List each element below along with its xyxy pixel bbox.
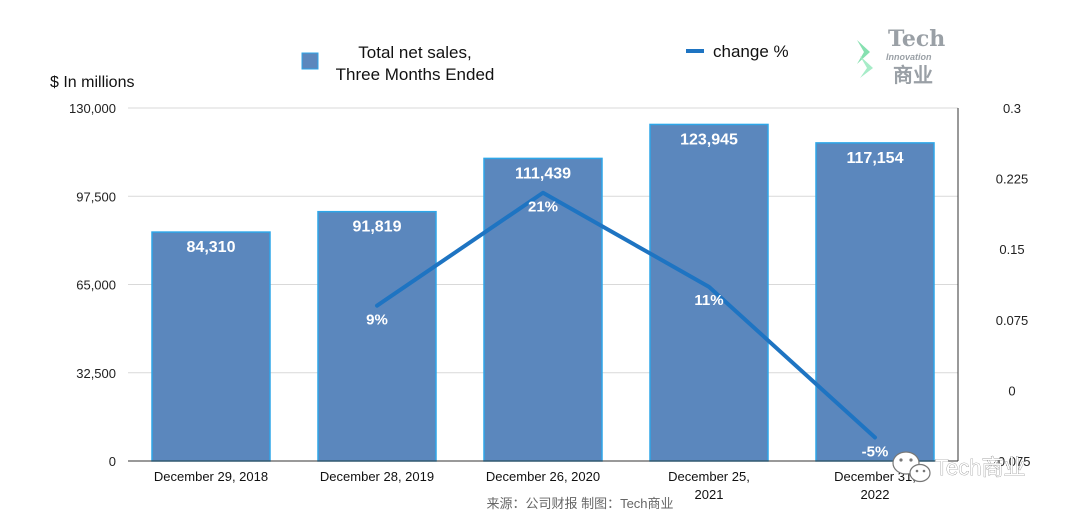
logo-text-innovation: Innovation <box>886 52 932 62</box>
category-labels: December 29, 2018 December 28, 2019 Decemb… <box>154 469 916 502</box>
category-label: December 25, <box>668 469 750 484</box>
right-tick-label: -0.075 <box>994 454 1031 469</box>
watermark-text: Tech商业 <box>935 455 1025 480</box>
logo-arrow-icon <box>857 40 870 64</box>
bar <box>151 231 271 462</box>
category-label: December 26, 2020 <box>486 469 600 484</box>
category-label: December 29, 2018 <box>154 469 268 484</box>
right-tick-label: 0.15 <box>999 242 1024 257</box>
y-axis-title: $ In millions <box>50 74 134 91</box>
change-line <box>375 190 877 440</box>
legend-line-label: change % <box>713 42 789 61</box>
category-label: 2022 <box>861 487 890 502</box>
line-value-label: 11% <box>694 292 723 309</box>
legend-bar-label-line1: Total net sales, <box>358 43 471 62</box>
wechat-icon <box>892 451 931 483</box>
bar <box>317 210 437 462</box>
line-value-label: -5% <box>862 443 889 460</box>
right-axis-ticks: -0.075 0 0.075 0.15 0.225 0.3 <box>994 101 1031 469</box>
line-value-labels: 9% 21% 11% -5% <box>366 199 888 461</box>
bar-value-label: 91,819 <box>353 219 402 236</box>
category-label: 2021 <box>695 487 724 502</box>
line-value-label: 9% <box>366 312 388 329</box>
right-tick-label: 0.075 <box>996 313 1029 328</box>
left-tick-label: 0 <box>109 454 116 469</box>
logo-text-cn: 商业 <box>893 63 933 87</box>
bar <box>649 123 769 462</box>
bar-value-label: 84,310 <box>187 239 236 256</box>
left-tick-label: 32,500 <box>76 366 116 381</box>
bar-value-labels: 84,310 91,819 111,439 123,945 117,154 <box>187 131 904 256</box>
legend-bar-label-line2: Three Months Ended <box>336 65 495 84</box>
source-note: 来源：公司财报 制图：Tech商业 <box>486 496 673 511</box>
line-value-label: 21% <box>528 199 558 216</box>
category-label: December 28, 2019 <box>320 469 434 484</box>
bar-value-label: 123,945 <box>680 131 738 148</box>
axes <box>128 108 959 462</box>
logo-text-tech: Tech <box>888 26 945 52</box>
logo: Tech Innovation 商业 <box>857 26 945 87</box>
change-line-series <box>375 190 877 440</box>
bar <box>815 142 935 462</box>
bar-value-label: 117,154 <box>847 150 904 167</box>
bars <box>151 123 935 462</box>
right-tick-label: 0.225 <box>996 172 1029 187</box>
category-label: December 31, <box>834 469 916 484</box>
right-tick-label: 0.3 <box>1003 101 1021 116</box>
left-tick-label: 130,000 <box>69 101 116 116</box>
right-tick-label: 0 <box>1008 383 1015 398</box>
left-axis-ticks: 0 32,500 65,000 97,500 130,000 <box>69 101 116 469</box>
watermark: Tech商业 <box>892 451 1026 483</box>
legend-bar-swatch <box>301 52 319 70</box>
logo-arrow-icon-2 <box>860 56 873 78</box>
bar-value-label: 111,439 <box>515 165 571 182</box>
legend: Total net sales, Three Months Ended chan… <box>301 42 789 84</box>
bar <box>483 157 603 462</box>
left-tick-label: 97,500 <box>76 189 116 204</box>
left-tick-label: 65,000 <box>76 278 116 293</box>
